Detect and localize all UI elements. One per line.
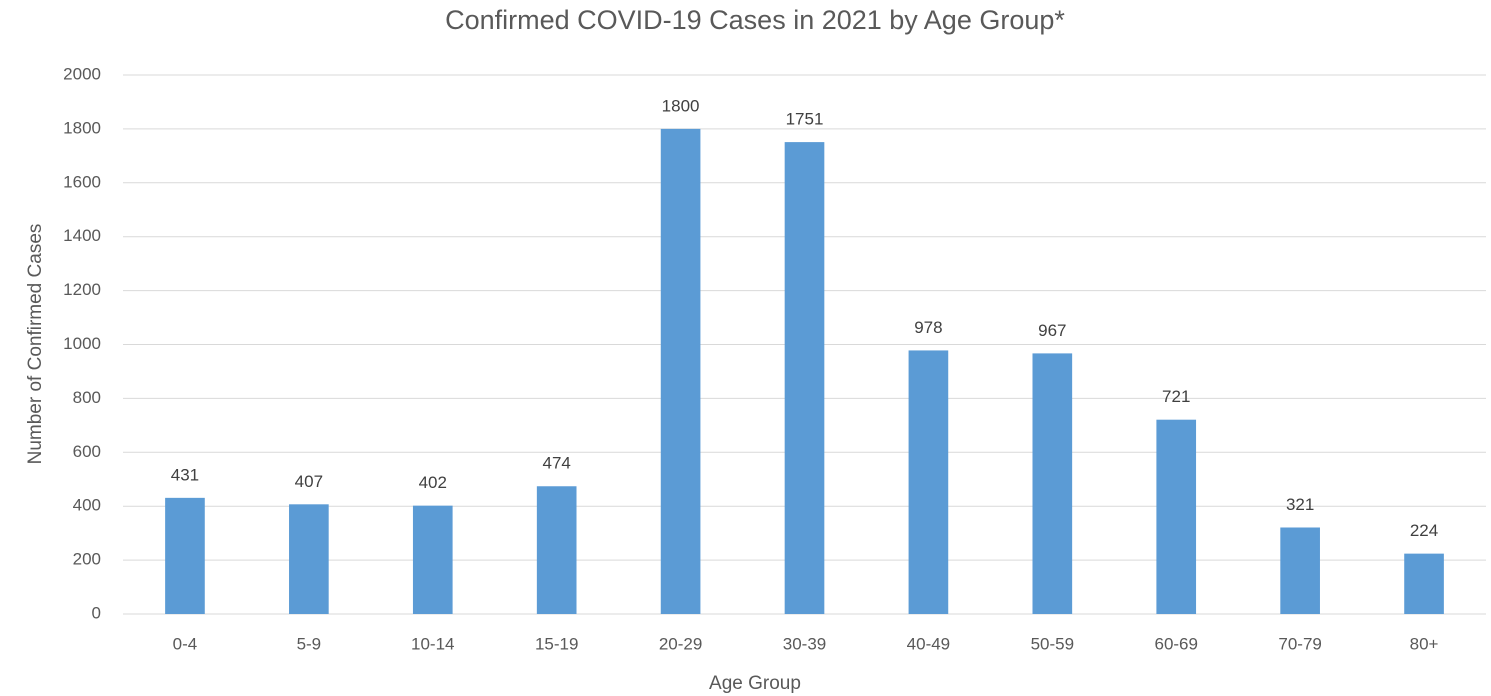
x-tick-label: 10-14: [411, 634, 454, 653]
chart-title: Confirmed COVID-19 Cases in 2021 by Age …: [445, 5, 1065, 35]
y-tick-label: 1200: [63, 280, 101, 299]
data-label: 721: [1162, 387, 1190, 406]
data-label: 321: [1286, 495, 1314, 514]
bar: [1156, 419, 1197, 614]
bar: [289, 504, 329, 614]
y-tick-label: 0: [92, 603, 101, 622]
x-tick-label: 70-79: [1278, 634, 1321, 653]
x-axis-label: Age Group: [709, 673, 801, 694]
bar: [908, 350, 949, 614]
data-label: 1751: [786, 110, 824, 129]
x-tick-label: 30-39: [783, 634, 826, 653]
data-label: 967: [1038, 321, 1066, 340]
x-tick-label: 80+: [1410, 634, 1439, 653]
bar: [536, 486, 577, 614]
data-label: 407: [295, 472, 323, 491]
y-axis-label: Number of Confirmed Cases: [25, 224, 46, 465]
data-label: 224: [1410, 521, 1438, 540]
bar: [1280, 527, 1320, 614]
bar: [1404, 553, 1444, 614]
x-tick-label: 60-69: [1154, 634, 1197, 653]
y-tick-label: 1800: [63, 118, 101, 137]
data-label: 1800: [662, 96, 700, 115]
y-tick-label: 2000: [63, 64, 101, 83]
data-label: 978: [914, 318, 942, 337]
y-tick-label: 1000: [63, 334, 101, 353]
y-tick-label: 1400: [63, 226, 101, 245]
bar: [660, 128, 701, 614]
x-tick-label: 0-4: [173, 634, 198, 653]
data-label: 431: [171, 465, 199, 484]
y-tick-label: 1600: [63, 172, 101, 191]
y-tick-label: 400: [73, 496, 101, 515]
data-label: 474: [542, 454, 570, 473]
bar: [1032, 353, 1073, 614]
x-tick-label: 20-29: [659, 634, 702, 653]
bar: [412, 505, 453, 614]
x-tick-label: 15-19: [535, 634, 578, 653]
x-tick-label: 5-9: [297, 634, 322, 653]
y-tick-label: 200: [73, 550, 101, 569]
bar: [165, 497, 205, 614]
y-tick-label: 600: [73, 442, 101, 461]
x-tick-label: 40-49: [907, 634, 950, 653]
x-tick-label: 50-59: [1031, 634, 1074, 653]
y-tick-label: 800: [73, 388, 101, 407]
bar: [784, 142, 825, 614]
data-label: 402: [419, 473, 447, 492]
